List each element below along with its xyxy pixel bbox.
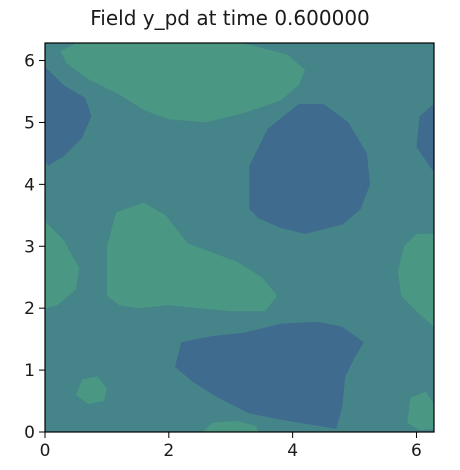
field-region-high-9 — [202, 420, 259, 432]
y-tick-label: 3 — [24, 237, 35, 257]
field-region-low-1 — [45, 66, 92, 166]
field-region-high-0 — [60, 43, 305, 123]
field-regions — [45, 43, 434, 432]
x-tick-label: 6 — [411, 441, 422, 461]
x-tick-label: 0 — [40, 441, 51, 461]
field-region-low-3 — [416, 103, 434, 172]
field-region-low-7 — [175, 321, 364, 429]
y-tick-label: 1 — [24, 361, 35, 381]
field-region-low-2 — [249, 103, 370, 234]
field-region-high-4 — [106, 202, 278, 312]
plot-frame — [44, 42, 435, 433]
field-region-high-8 — [76, 376, 107, 405]
field-region-high-10 — [407, 391, 434, 431]
x-tick-label: 2 — [163, 441, 174, 461]
y-tick-label: 2 — [24, 299, 35, 319]
field-region-high-5 — [45, 221, 80, 309]
y-tick-label: 4 — [24, 175, 35, 195]
y-tick-label: 0 — [24, 423, 35, 443]
y-tick-label: 5 — [24, 113, 35, 133]
x-axis: 0 2 4 6 — [40, 432, 422, 461]
y-axis: 0 1 2 3 4 5 6 — [24, 52, 45, 443]
y-tick-label: 6 — [24, 52, 35, 72]
chart-title: Field y_pd at time 0.600000 — [90, 6, 370, 30]
field-region-high-6 — [397, 233, 434, 327]
x-tick-label: 4 — [287, 441, 298, 461]
